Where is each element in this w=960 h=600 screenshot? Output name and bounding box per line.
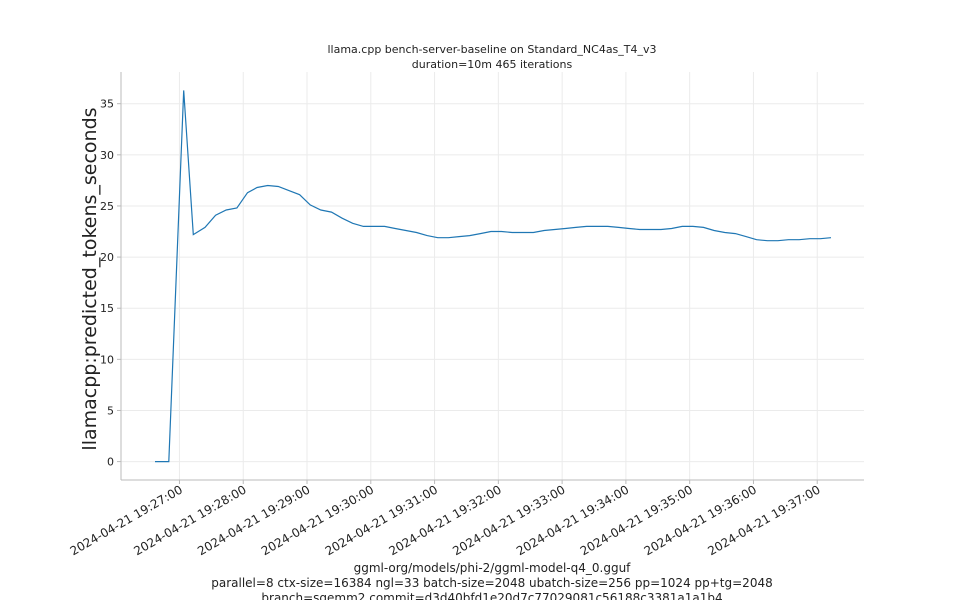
x-tick-label: 2024-04-21 19:29:00	[195, 482, 312, 558]
x-tick-label: 2024-04-21 19:35:00	[578, 482, 695, 558]
x-tick-label: 2024-04-21 19:27:00	[68, 482, 185, 558]
y-tick-label: 0	[107, 456, 114, 469]
y-tick-label: 30	[100, 149, 114, 162]
y-axis-label: llamacpp:predicted_tokens_seconds	[79, 107, 101, 450]
y-tick-label: 35	[100, 98, 114, 111]
y-tick-label: 15	[100, 302, 114, 315]
chart-subtitle: duration=10m 465 iterations	[412, 58, 573, 71]
y-tick-label: 25	[100, 200, 114, 213]
x-tick-label: 2024-04-21 19:30:00	[259, 482, 376, 558]
data-line	[155, 90, 832, 463]
x-tick-label: 2024-04-21 19:33:00	[450, 482, 567, 558]
x-tick-label: 2024-04-21 19:34:00	[514, 482, 631, 558]
x-axis-label: ggml-org/models/phi-2/ggml-model-q4_0.gg…	[354, 561, 632, 575]
x-tick-label: 2024-04-21 19:37:00	[705, 482, 822, 558]
y-tick-label: 5	[107, 404, 114, 417]
x-axis-label: branch=sgemm2 commit=d3d40bfd1e20d7c7702…	[261, 591, 722, 600]
x-tick-label: 2024-04-21 19:31:00	[323, 482, 440, 558]
y-tick-label: 10	[100, 353, 114, 366]
x-tick-label: 2024-04-21 19:36:00	[642, 482, 759, 558]
y-tick-label: 20	[100, 251, 114, 264]
x-tick-label: 2024-04-21 19:32:00	[386, 482, 503, 558]
x-axis-label: parallel=8 ctx-size=16384 ngl=33 batch-s…	[211, 576, 772, 590]
chart-title: llama.cpp bench-server-baseline on Stand…	[327, 43, 656, 56]
x-tick-label: 2024-04-21 19:28:00	[131, 482, 248, 558]
